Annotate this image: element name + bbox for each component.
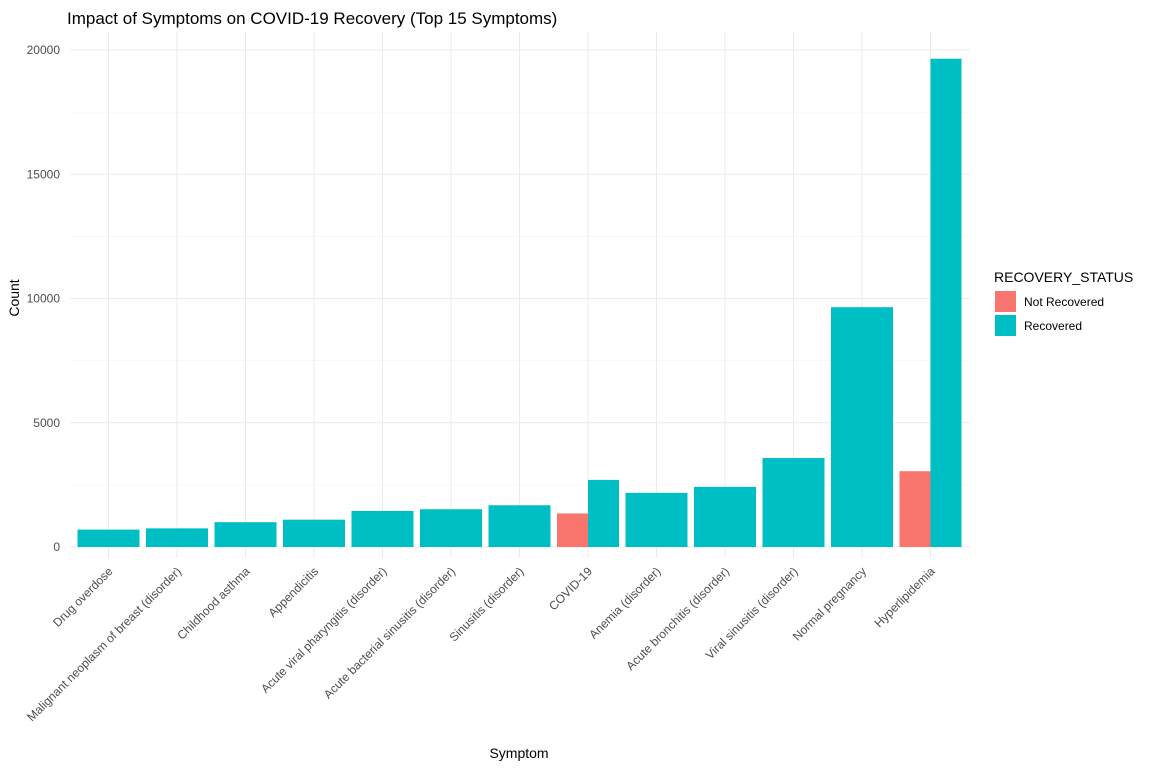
x-tick-label: Anemia (disorder) (586, 564, 663, 641)
bar-recovered (214, 522, 277, 547)
x-tick-label: Acute viral pharyngitis (disorder) (258, 564, 390, 696)
bar-recovered (488, 505, 551, 547)
legend-key-recovered (995, 315, 1016, 336)
y-tick-label: 5000 (33, 416, 60, 430)
bar-recovered (694, 486, 756, 547)
y-tick-label: 15000 (27, 167, 61, 181)
legend-key-not-recovered (995, 291, 1016, 312)
bar-recovered (146, 528, 208, 547)
bar-recovered (351, 510, 414, 547)
legend-title: RECOVERY_STATUS (994, 269, 1133, 285)
x-tick-label: COVID-19 (546, 564, 595, 613)
bar-recovered (77, 529, 140, 547)
plot-bars (77, 58, 962, 547)
x-tick-label: Malignant neoplasm of breast (disorder) (24, 564, 184, 724)
bar-recovered (283, 519, 345, 547)
x-axis-title: Symptom (489, 745, 548, 761)
y-tick-label: 20000 (27, 43, 61, 57)
y-tick-label: 10000 (27, 292, 61, 306)
bar-not-recovered (557, 513, 588, 547)
x-tick-label: Sinusitis (disorder) (446, 564, 526, 644)
chart-title: Impact of Symptoms on COVID-19 Recovery … (67, 9, 557, 28)
x-tick-label: Acute bacterial sinusitis (disorder) (321, 564, 458, 701)
legend-label: Not Recovered (1024, 295, 1104, 309)
y-tick-label: 0 (53, 540, 60, 554)
y-axis-ticks: 0 5000 10000 15000 20000 (27, 43, 61, 554)
bar-not-recovered (899, 471, 931, 547)
legend: RECOVERY_STATUS Not Recovered Recovered (994, 269, 1133, 336)
bar-recovered (762, 458, 825, 547)
bar-recovered (831, 307, 893, 547)
bar-recovered (930, 58, 962, 547)
x-tick-label: Appendicitis (265, 564, 321, 620)
bar-recovered (420, 509, 482, 547)
legend-items: Not Recovered Recovered (995, 291, 1104, 336)
bar-recovered (625, 492, 688, 547)
x-tick-label: Drug overdose (50, 564, 116, 630)
x-tick-label: Hyperlipidemia (872, 564, 938, 630)
x-tick-label: Normal pregnancy (790, 564, 869, 643)
y-axis-title: Count (6, 279, 22, 316)
legend-label: Recovered (1024, 319, 1082, 333)
bar-recovered (588, 479, 619, 547)
x-tick-label: Childhood asthma (174, 564, 253, 643)
